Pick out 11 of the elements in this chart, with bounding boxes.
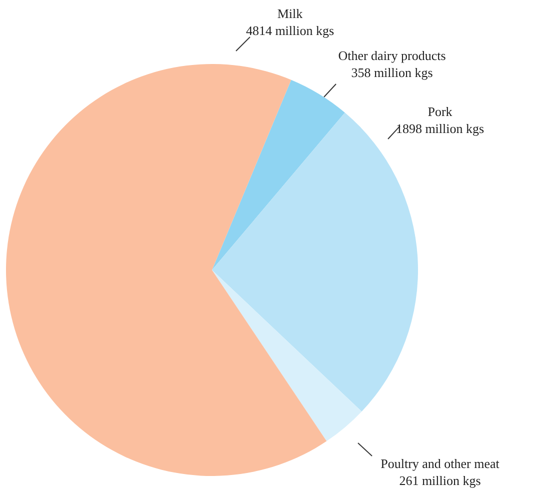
slice-label: Poultry and other meat (380, 456, 500, 471)
pie-slice (212, 270, 362, 442)
pie-slice (6, 64, 327, 476)
data-label: 261 million kgs (399, 473, 481, 488)
data-label: 358 million kgs (351, 65, 433, 80)
data-label: 4814 million kgs (246, 23, 334, 38)
slice-label: Other dairy products (338, 48, 446, 63)
slice-label: Pork (428, 104, 453, 119)
pie-slice (212, 80, 345, 270)
slice-label: Milk (277, 6, 304, 21)
data-label: 1898 million kgs (396, 121, 484, 136)
